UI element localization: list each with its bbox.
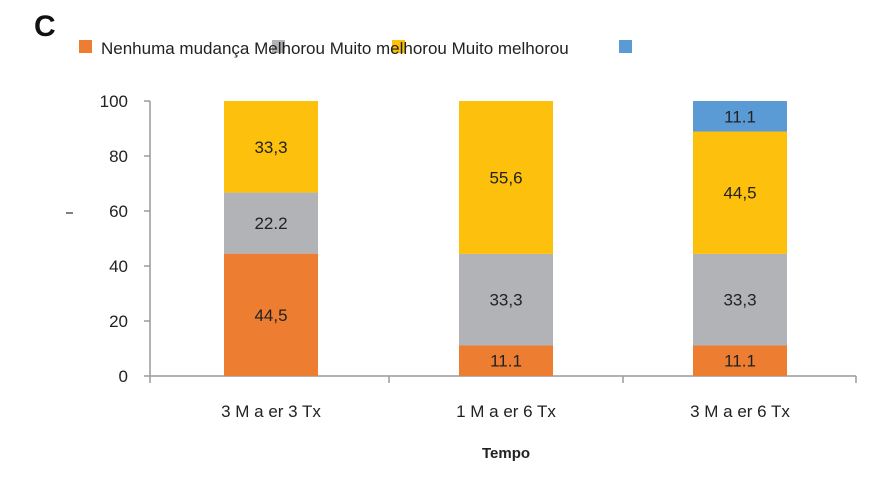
data-labels: 44,5 22.2 33,3 11.1 33,3 55,6 11.1 33,3 44,5 11.1 [254,107,756,370]
data-label: 22.2 [254,214,287,233]
bar-segment [224,192,318,254]
y-tick-label: 20 [109,312,128,331]
legend-entry-label: Muito melhorou [325,39,447,58]
data-label: 44,5 [723,184,756,203]
y-tick-label: 40 [109,257,128,276]
y-tick-label: 100 [100,92,128,111]
legend: Nenhuma mudança Melhorou Muito melhorou … [79,39,632,58]
panel-label: C [34,10,56,43]
bar-segment [693,131,787,254]
bar-segment [224,101,318,193]
bar-segment [693,253,787,346]
legend-text: Nenhuma mudança Melhorou Muito melhorou … [101,39,569,58]
bars [224,101,787,376]
legend-swatch [392,40,405,53]
bar-segment [693,345,787,376]
data-label: 33,3 [254,138,287,157]
data-label: 11.1 [724,107,756,126]
bar-segment [459,101,553,254]
legend-entry-label: Nenhuma mudança [101,39,250,58]
x-tick-label: 3 M a er 3 Tx [221,402,321,421]
legend-swatch [272,40,285,53]
bar-segment [459,345,553,376]
bar-segment [224,253,318,376]
y-tick-label: 80 [109,147,128,166]
data-label: 33,3 [723,291,756,310]
legend-entry-label: Muito melhorou [447,39,569,58]
legend-swatch [619,40,632,53]
bar-segment [459,253,553,346]
data-label: 44,5 [254,306,287,325]
legend-entry-label: Melhorou [249,39,325,58]
bar-segment [693,101,787,132]
data-label: 11.1 [490,352,522,371]
x-tick-label: 1 M a er 6 Tx [456,402,556,421]
legend-swatch [79,40,92,53]
y-tick-label: 60 [109,202,128,221]
data-label: 55,6 [489,168,522,187]
y-tick-label: 0 [119,367,128,386]
x-axis-title: Tempo [482,445,530,462]
x-tick-label: 3 M a er 6 Tx [690,402,790,421]
data-label: 33,3 [489,291,522,310]
data-label: 11.1 [724,352,756,371]
